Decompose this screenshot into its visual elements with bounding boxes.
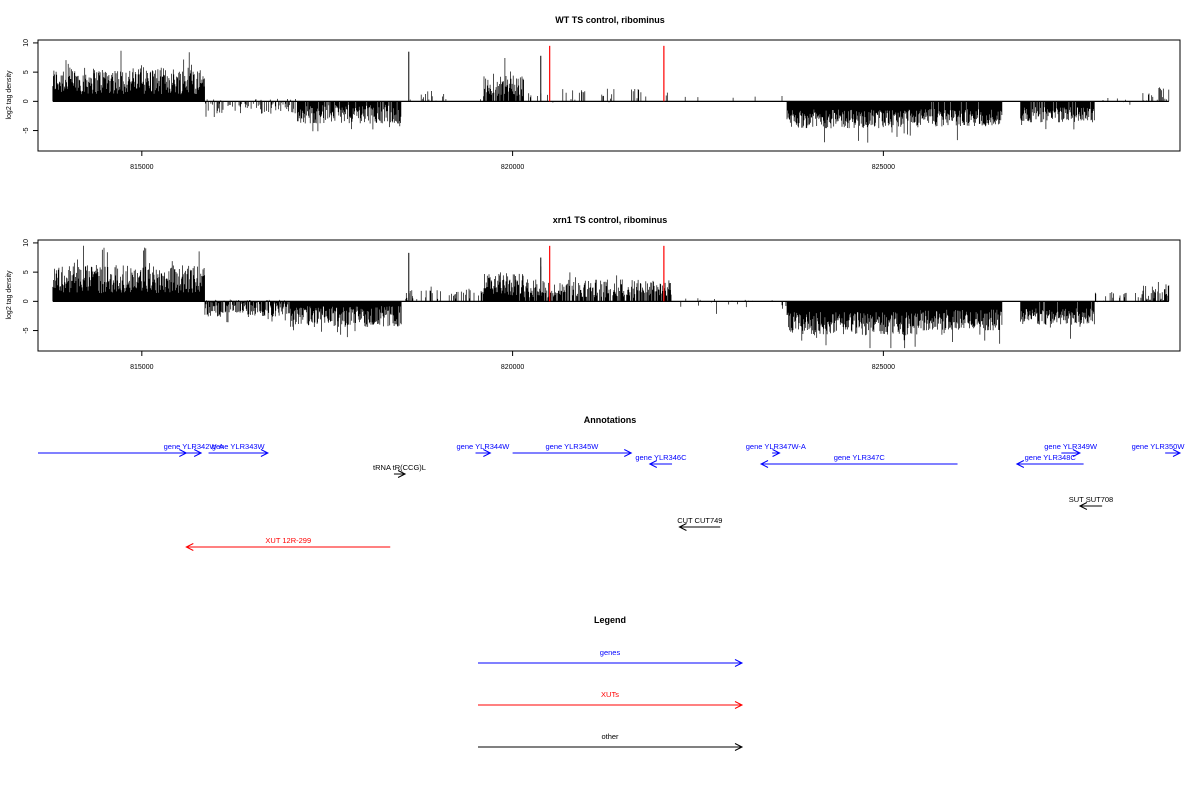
legend-item: genes: [478, 648, 744, 667]
panel-title: xrn1 TS control, ribominus: [553, 215, 668, 225]
y-tick-label: 10: [23, 39, 30, 47]
annotation-label: gene YLR350W: [1132, 442, 1186, 451]
y-axis-label: log2 tag density: [6, 270, 13, 320]
wt-ts-control-panel: WT TS control, ribominus log2 tag densit…: [6, 15, 1181, 171]
y-tick-label: 10: [23, 239, 30, 247]
annotation-feature: gene YLR343W: [208, 442, 270, 457]
density-bars: [52, 50, 1170, 143]
x-tick-label: 820000: [501, 164, 524, 171]
legend-label: XUTs: [601, 690, 619, 699]
x-tick-label: 820000: [501, 364, 524, 371]
legend-label: other: [601, 732, 619, 741]
y-tick-label: 0: [23, 299, 30, 303]
annotation-label: CUT CUT749: [677, 516, 722, 525]
annotation-feature: gene YLR347W-A: [746, 442, 806, 457]
y-tick-label: -5: [23, 327, 30, 333]
x-tick-label: 825000: [872, 364, 895, 371]
annotation-label: gene YLR348C: [1025, 453, 1077, 462]
annotation-feature: gene YLR349W: [1044, 442, 1098, 457]
y-tick-label: 0: [23, 99, 30, 103]
y-tick-label: 5: [23, 270, 30, 274]
y-axis: -5 0 5 10: [23, 39, 39, 134]
tag-density-bars: [52, 50, 1170, 143]
x-axis: 815000 820000 825000: [130, 350, 895, 371]
xrn1-ts-control-panel: xrn1 TS control, ribominus log2 tag dens…: [6, 215, 1181, 371]
x-axis: 815000 820000 825000: [130, 150, 895, 171]
annotation-feature: gene YLR344W: [457, 442, 511, 457]
legend: Legend genes XUTs other: [478, 615, 744, 751]
annotation-label: tRNA tR(CCG)L: [373, 463, 426, 472]
annotation-label: gene YLR342W-A: [164, 442, 224, 451]
x-tick-label: 825000: [872, 164, 895, 171]
annotation-feature: gene YLR348C: [1015, 453, 1084, 468]
annotation-label: gene YLR347C: [834, 453, 886, 462]
annotation-label: gene YLR346C: [635, 453, 687, 462]
annotation-label: gene YLR343W: [212, 442, 266, 451]
red-position-markers: [549, 45, 665, 102]
annotation-feature: gene YLR342W-A: [164, 442, 224, 457]
annotation-feature: gene YLR345W: [512, 442, 633, 457]
red-position-markers: [549, 245, 665, 302]
legend-title: Legend: [594, 615, 626, 625]
annotation-label: XUT 12R-299: [265, 536, 311, 545]
annotation-feature: tRNA tR(CCG)L: [373, 463, 426, 478]
legend-item: XUTs: [478, 690, 744, 709]
tag-density-bars: [52, 245, 1170, 349]
annotation-label: gene YLR349W: [1044, 442, 1098, 451]
y-axis: -5 0 5 10: [23, 239, 39, 334]
y-axis-label: log2 tag density: [6, 70, 13, 120]
annotation-label: gene YLR345W: [546, 442, 600, 451]
plot-frame: [37, 39, 1181, 152]
legend-label: genes: [600, 648, 621, 657]
y-tick-label: 5: [23, 70, 30, 74]
x-tick-label: 815000: [130, 164, 153, 171]
annotation-feature: SUT SUT708: [1069, 495, 1113, 510]
legend-items: genes XUTs other: [478, 648, 744, 751]
annotation-label: gene YLR347W-A: [746, 442, 806, 451]
y-tick-label: -5: [23, 127, 30, 133]
annotation-label: gene YLR344W: [457, 442, 511, 451]
x-tick-label: 815000: [130, 364, 153, 371]
annotation-feature: gene YLR346C: [635, 453, 687, 468]
annotation-feature: XUT 12R-299: [185, 536, 391, 551]
annotation-feature: CUT CUT749: [677, 516, 722, 531]
annotation-feature: gene YLR350W: [1132, 442, 1186, 457]
annotation-feature: gene YLR347C: [759, 453, 958, 468]
legend-item: other: [478, 732, 744, 751]
density-bars: [52, 245, 1170, 349]
annotation-label: SUT SUT708: [1069, 495, 1113, 504]
annotations-title: Annotations: [584, 415, 637, 425]
panel-title: WT TS control, ribominus: [555, 15, 665, 25]
